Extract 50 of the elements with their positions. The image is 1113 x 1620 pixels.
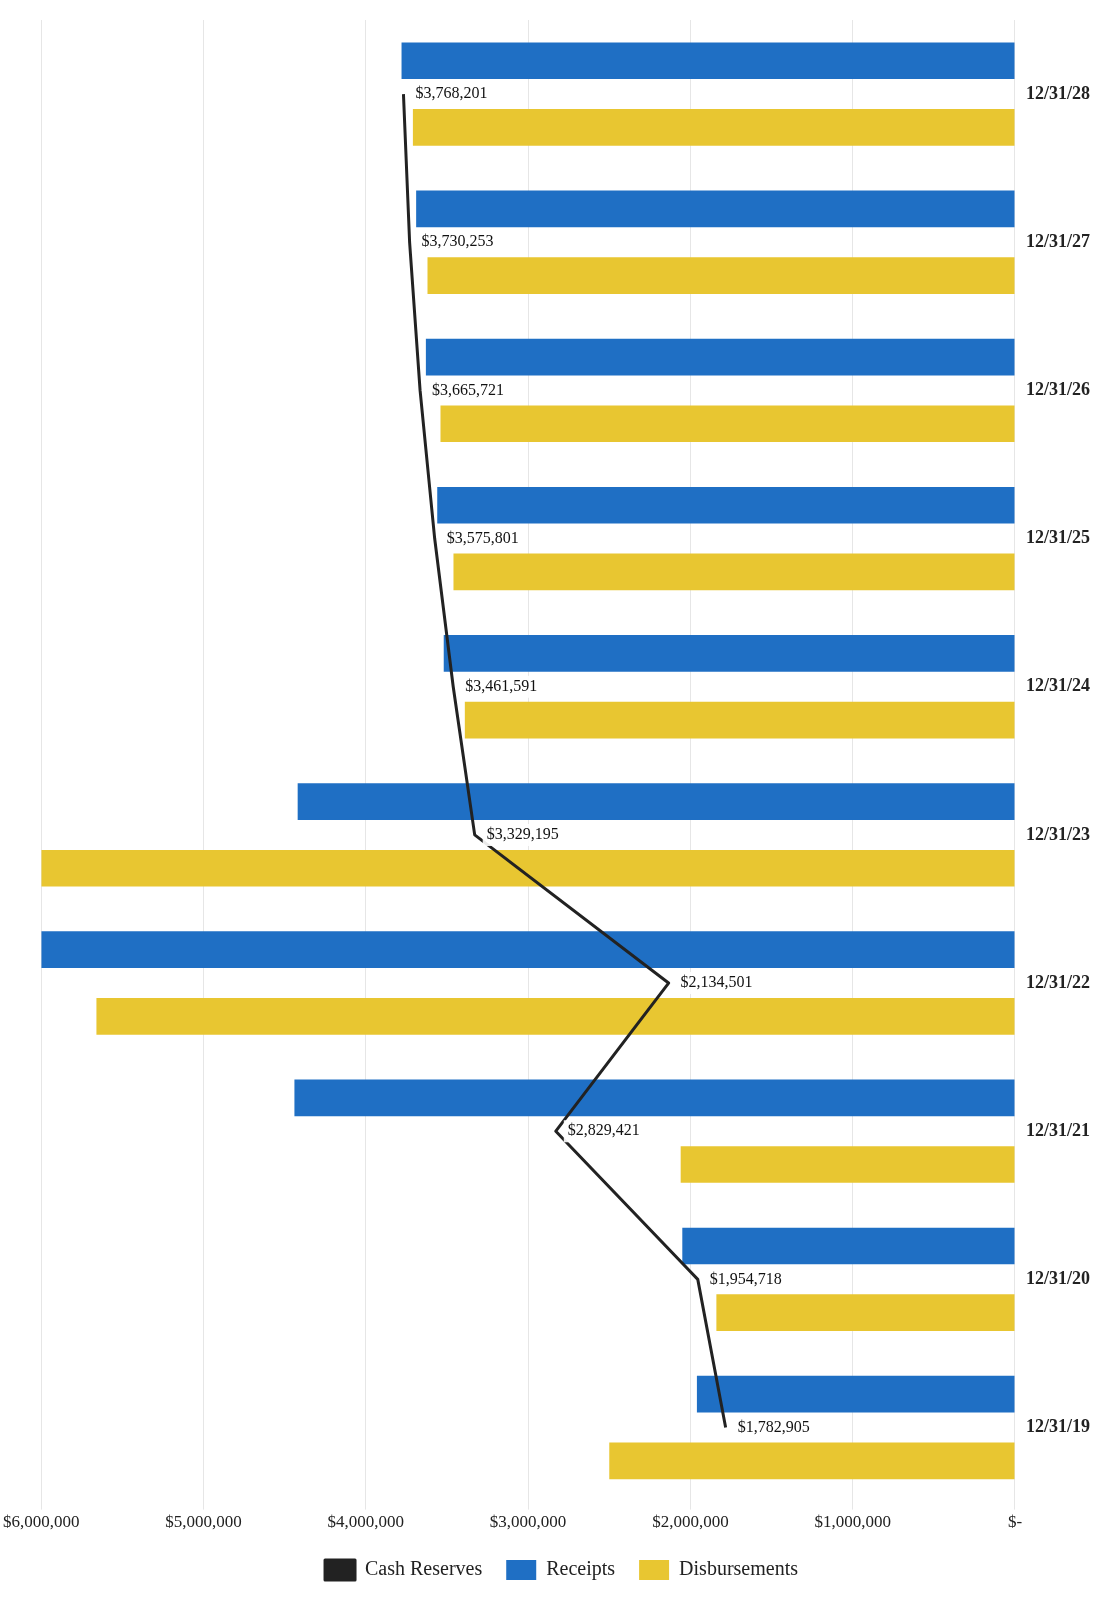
y-tick-label: 12/31/26 (1026, 379, 1091, 400)
bar (609, 1442, 1015, 1480)
bar (294, 1079, 1015, 1117)
y-tick-label: 12/31/22 (1026, 971, 1091, 992)
bar (427, 257, 1015, 294)
bar (464, 701, 1015, 739)
x-tick-label: $6,000,000 (3, 1512, 80, 1532)
y-tick-label: 12/31/25 (1026, 527, 1091, 548)
bar (41, 931, 1015, 969)
x-tick-label: $1,000,000 (814, 1512, 891, 1532)
bar (412, 109, 1015, 146)
y-tick-label: 12/31/20 (1026, 1268, 1091, 1289)
bar (682, 1227, 1015, 1265)
bar (41, 849, 1015, 887)
bar (297, 783, 1015, 820)
bar (453, 553, 1015, 591)
y-tick-label: 12/31/21 (1026, 1119, 1091, 1140)
x-tick-label: $2,000,000 (652, 1512, 729, 1532)
data-label: $3,665,721 (432, 380, 505, 398)
legend-label: Disbursements (679, 1557, 799, 1580)
bar (696, 1375, 1015, 1413)
x-tick-label: $4,000,000 (327, 1512, 405, 1532)
data-label: $2,134,501 (680, 973, 753, 991)
data-label: $3,461,591 (465, 676, 538, 694)
y-tick-label: 12/31/27 (1026, 230, 1091, 251)
data-label: $2,829,421 (567, 1121, 640, 1139)
data-label: $3,575,801 (446, 528, 519, 546)
data-label: $1,954,718 (709, 1269, 782, 1287)
y-tick-label: 12/31/23 (1026, 823, 1091, 844)
data-label: $1,782,905 (737, 1417, 810, 1435)
bar (425, 338, 1015, 376)
data-label: $3,329,195 (486, 825, 559, 843)
y-tick-label: 12/31/28 (1026, 82, 1091, 103)
legend-label: Receipts (546, 1557, 616, 1581)
bar (443, 635, 1015, 672)
data-label: $3,768,201 (415, 84, 488, 102)
x-tick-label: $5,000,000 (165, 1512, 242, 1532)
bar (416, 190, 1015, 228)
bar (680, 1146, 1015, 1183)
data-label: $3,730,253 (421, 232, 494, 250)
y-tick-label: 12/31/24 (1026, 675, 1091, 696)
bar (440, 405, 1015, 443)
bar (716, 1294, 1015, 1332)
bar (437, 486, 1015, 524)
bar (401, 42, 1015, 80)
legend-label: Cash Reserves (365, 1557, 483, 1580)
bar (96, 998, 1015, 1035)
x-tick-label: $- (1007, 1512, 1023, 1532)
x-tick-label: $3,000,000 (489, 1512, 567, 1532)
y-tick-label: 12/31/19 (1026, 1416, 1091, 1437)
